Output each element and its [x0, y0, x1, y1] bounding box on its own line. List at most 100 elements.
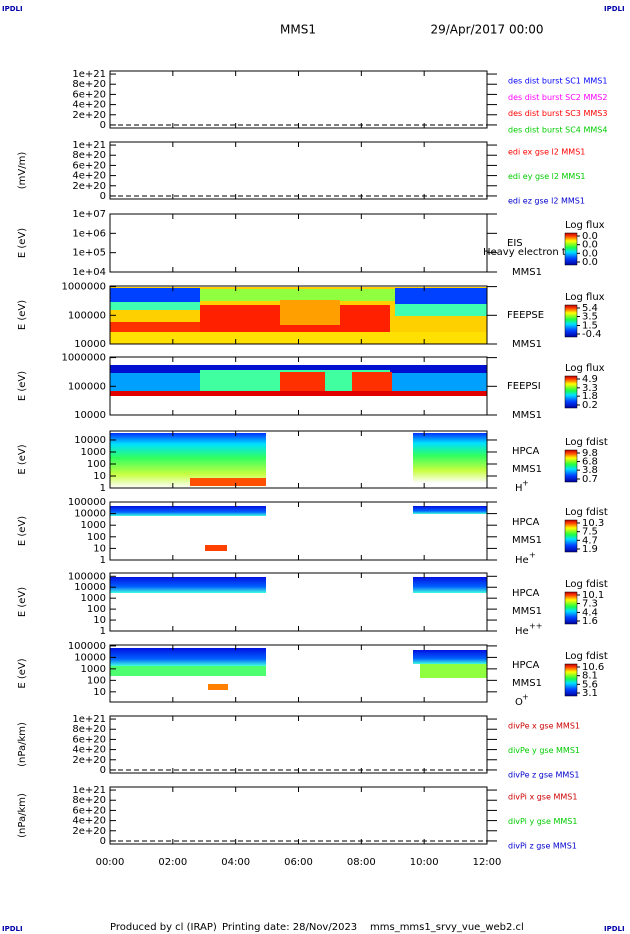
colorbar	[564, 232, 578, 266]
y-tick-label: 8e+20	[72, 795, 106, 806]
y-axis-label: E (eV)	[17, 228, 28, 258]
colorbar-tick-label: 1.8	[582, 391, 598, 402]
y-tick-label: 2e+20	[72, 181, 106, 192]
spacecraft-label: MMS1	[512, 410, 542, 421]
colorbar-tick-label: 3.3	[582, 383, 598, 394]
colorbar	[564, 519, 578, 553]
y-tick-label: 100	[87, 675, 106, 686]
colorbar-tick-label: 4.7	[582, 535, 598, 546]
x-tick-label: 02:00	[158, 857, 187, 868]
spacecraft-label: MMS1	[512, 339, 542, 350]
y-axis-label: (nPa/km)	[17, 722, 28, 767]
footer-date: Printing date: 28/Nov/2023	[222, 922, 357, 933]
y-axis-label: E (eV)	[17, 516, 28, 546]
colorbar	[564, 663, 578, 697]
x-tick-label: 10:00	[410, 857, 439, 868]
corner-label: IPDLI	[2, 925, 23, 933]
y-tick-label: 1e+07	[72, 209, 106, 220]
spacecraft-label: MMS1	[512, 606, 542, 617]
y-tick-label: 1000000	[61, 353, 106, 364]
instrument-label: HPCA	[512, 660, 540, 671]
colorbar-title: Log flux	[565, 363, 605, 374]
colorbar-tick-label: -0.4	[582, 329, 602, 340]
colorbar	[564, 449, 578, 483]
y-tick-label: 6e+20	[72, 734, 106, 745]
legend-entry: edi ey gse l2 MMS1	[508, 172, 586, 181]
panel-frame	[109, 213, 488, 273]
colorbar-title: Log flux	[565, 220, 605, 231]
y-tick-label: 8e+20	[72, 724, 106, 735]
y-tick-label: 10	[93, 471, 106, 482]
species-label: He	[515, 555, 529, 566]
instrument-note: Heavy electron tof	[483, 247, 576, 258]
y-tick-label: 10000	[74, 509, 106, 520]
legend-entry: edi ez gse l2 MMS1	[508, 197, 585, 206]
legend-entry: divPe x gse MMS1	[508, 722, 580, 731]
x-tick-label: 12:00	[473, 857, 502, 868]
colorbar-tick-label: 1.9	[582, 544, 598, 555]
legend-entry: des dist burst SC2 MMS2	[508, 93, 607, 102]
y-tick-label: 4e+20	[72, 745, 106, 756]
y-tick-label: 10000	[74, 410, 106, 421]
y-tick-label: 100000	[68, 310, 106, 321]
y-tick-label: 100000	[68, 571, 106, 582]
date: 29/Apr/2017 00:00	[430, 23, 543, 37]
y-tick-label: 0	[100, 120, 106, 131]
instrument-label: FEEPSE	[507, 310, 544, 321]
spacecraft-label: MMS1	[512, 535, 542, 546]
colorbar-title: Log flux	[565, 292, 605, 303]
species-charge: ++	[529, 622, 542, 631]
colorbar-tick-label: 0.0	[582, 248, 598, 259]
colorbar-tick-label: 7.3	[582, 599, 598, 610]
spacecraft-label: MMS1	[512, 464, 542, 475]
colorbar-tick-label: 0.0	[582, 257, 598, 268]
y-tick-label: 10000	[74, 339, 106, 350]
colorbar-tick-label: 10.1	[582, 590, 604, 601]
footer-file: mms_mms1_srvy_vue_web2.cl	[370, 922, 524, 933]
legend-entry: edi ex gse l2 MMS1	[508, 148, 585, 157]
colorbar-tick-label: 3.5	[582, 312, 598, 323]
colorbar-tick-label: 0.2	[582, 400, 598, 411]
y-tick-label: 1000	[81, 593, 106, 604]
species-label: H	[515, 483, 523, 494]
species-label: He	[515, 626, 529, 637]
colorbar-tick-label: 4.4	[582, 607, 598, 618]
panel-frame	[109, 141, 488, 200]
y-axis-label: E (eV)	[17, 587, 28, 617]
colorbar-tick-label: 10.6	[582, 662, 604, 673]
y-tick-label: 1e+21	[72, 140, 106, 151]
colorbar-tick-label: 0.0	[582, 240, 598, 251]
instrument-label: HPCA	[512, 588, 540, 599]
y-tick-label: 100000	[68, 641, 106, 652]
colorbar-tick-label: 0.0	[582, 231, 598, 242]
legend-entry: des dist burst SC3 MMS3	[508, 109, 607, 118]
y-tick-label: 10000	[74, 582, 106, 593]
y-tick-label: 0	[100, 191, 106, 202]
y-tick-label: 1000	[81, 520, 106, 531]
colorbar-title: Log fdist	[565, 437, 608, 448]
y-tick-label: 100000	[68, 497, 106, 508]
y-tick-label: 8e+20	[72, 79, 106, 90]
y-tick-label: 1e+05	[72, 248, 106, 259]
colorbar	[564, 591, 578, 625]
x-tick-label: 00:00	[96, 857, 125, 868]
y-tick-label: 10	[93, 615, 106, 626]
colorbar-tick-label: 4.9	[582, 374, 598, 385]
y-axis-label: (mV/m)	[17, 152, 28, 190]
colorbar-title: Log fdist	[565, 651, 608, 662]
footer-producer: Produced by cl (IRAP)	[110, 922, 217, 933]
y-tick-label: 2e+20	[72, 755, 106, 766]
panel-frame	[109, 786, 488, 845]
instrument-label: FEEPSI	[507, 381, 541, 392]
y-tick-label: 1	[100, 483, 106, 494]
y-tick-label: 6e+20	[72, 805, 106, 816]
y-axis-label: (nPa/km)	[17, 793, 28, 838]
y-tick-label: 10000	[74, 435, 106, 446]
y-axis-label: E (eV)	[17, 300, 28, 330]
y-axis-label: E (eV)	[17, 444, 28, 474]
spacecraft-label: MMS1	[512, 267, 542, 278]
legend-entry: divPi z gse MMS1	[508, 842, 577, 851]
panel-frame	[109, 70, 488, 129]
legend-entry: divPi y gse MMS1	[508, 817, 577, 826]
